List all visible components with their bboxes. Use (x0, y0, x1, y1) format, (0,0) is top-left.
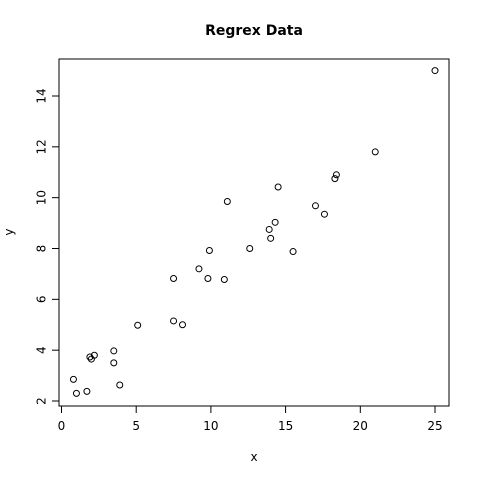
data-point (110, 347, 118, 355)
points-layer (69, 67, 439, 397)
data-point (331, 175, 339, 183)
x-tick-label: 15 (278, 419, 293, 433)
x-tick-label: 20 (353, 419, 368, 433)
data-point (267, 234, 275, 242)
data-point (170, 274, 178, 282)
data-point (179, 321, 187, 329)
data-point (205, 247, 213, 255)
data-point (90, 351, 98, 359)
plot-frame (58, 58, 450, 407)
y-tick-label: 4 (35, 346, 49, 354)
y-tick-label: 6 (35, 296, 49, 304)
x-tick-label: 25 (427, 419, 442, 433)
y-tick-label: 2 (35, 397, 49, 405)
data-point (110, 359, 118, 367)
data-point (320, 210, 328, 218)
data-point (289, 248, 297, 256)
y-axis-label: y (2, 228, 16, 235)
data-point (223, 197, 231, 205)
data-point (332, 171, 340, 179)
y-tick-label: 12 (35, 139, 49, 154)
data-point (371, 148, 379, 156)
y-tick-label: 8 (35, 245, 49, 253)
data-point (246, 245, 254, 252)
data-point (220, 276, 228, 284)
data-point (195, 265, 203, 273)
data-point (83, 387, 91, 395)
data-point (72, 389, 80, 397)
data-point (69, 375, 77, 383)
data-point (265, 225, 273, 233)
x-tick-label: 10 (203, 419, 218, 433)
chart-title: Regrex Data (205, 23, 303, 39)
x-axis: 0 5 10 15 20 25 (58, 405, 443, 433)
data-point (134, 321, 142, 329)
x-tick-label: 0 (58, 419, 66, 433)
data-point (86, 353, 94, 361)
y-tick-label: 10 (35, 190, 49, 205)
data-point (311, 202, 319, 210)
data-point (431, 67, 439, 75)
data-point (204, 274, 212, 282)
y-axis: 2 4 6 8 10 12 14 (35, 88, 60, 405)
x-tick-label: 5 (132, 419, 140, 433)
data-point (116, 381, 124, 389)
y-tick-label: 14 (35, 88, 49, 103)
data-point (271, 218, 279, 226)
data-point (274, 183, 282, 191)
data-point (170, 317, 178, 325)
x-axis-label: x (250, 450, 257, 464)
